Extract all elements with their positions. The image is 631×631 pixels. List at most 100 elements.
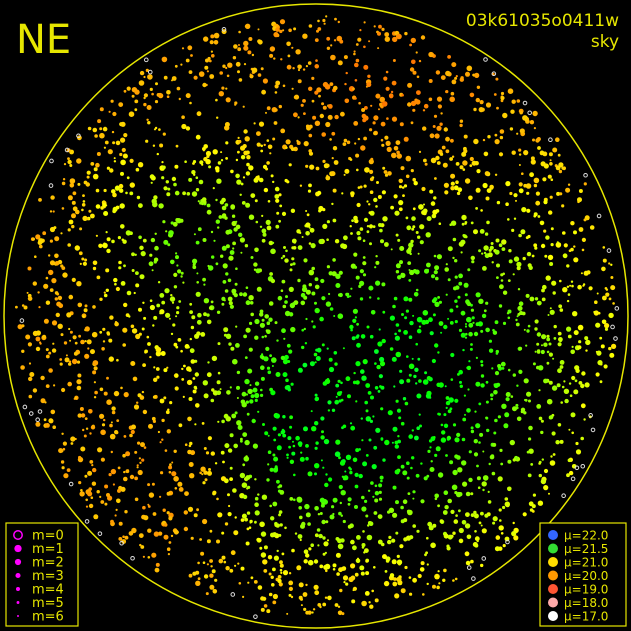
star [38,238,44,244]
star [332,568,336,571]
star [485,400,489,404]
star [205,592,209,596]
star [509,439,515,446]
star [595,372,600,377]
star [447,534,453,540]
star [54,297,58,301]
star [470,221,474,225]
star [184,491,189,496]
star [548,342,552,346]
star [161,56,168,63]
star [349,467,352,471]
star [539,150,545,156]
star [85,505,89,508]
star [378,374,383,379]
star [283,337,286,340]
star [455,305,459,308]
star [214,166,220,171]
edge-star [483,57,488,62]
star [342,142,347,147]
star [391,559,397,565]
star [176,311,180,315]
star [123,154,128,159]
star [537,500,544,506]
star [174,64,178,68]
star [184,160,187,163]
star [445,70,451,77]
star [415,99,421,105]
star [416,90,421,95]
star [475,187,481,193]
star [52,342,55,345]
star [325,301,332,307]
star [347,394,351,399]
star [450,91,455,96]
star [584,336,589,341]
star [126,176,130,180]
star [420,35,426,40]
star [109,315,114,320]
star [381,282,386,287]
star [447,246,453,252]
star [468,360,471,363]
star [122,343,126,347]
star [335,383,340,388]
star [258,177,264,183]
star [243,63,247,66]
edge-star [147,69,153,75]
star [475,207,478,210]
star [368,438,372,442]
star [434,497,438,501]
star [482,266,487,271]
star [119,152,123,157]
star [192,389,197,394]
star [497,364,502,368]
star [123,133,128,138]
star [365,559,369,563]
star [572,311,578,317]
star [177,481,183,487]
star [466,408,471,413]
star [431,213,437,219]
star [412,490,416,494]
star [398,200,404,206]
star [69,330,73,334]
star [219,388,222,391]
star [394,593,400,599]
star [510,395,514,398]
star [402,194,405,198]
star [342,243,348,250]
star [113,157,116,160]
star [329,82,334,86]
star [495,77,499,81]
star [404,401,409,406]
star [512,273,515,276]
star [224,443,230,449]
star [512,406,517,412]
star [410,466,413,470]
star [39,342,42,345]
star [298,443,302,447]
star [521,172,524,175]
star [53,384,56,387]
star [263,143,266,147]
star [192,263,196,267]
star [290,263,293,266]
star [230,346,235,351]
star [240,566,245,571]
star [314,533,319,538]
star [282,304,287,309]
star [482,138,486,142]
star [516,261,522,267]
star [478,441,481,444]
star [458,369,464,375]
star [360,145,366,151]
star [428,51,434,58]
star [403,330,408,335]
star [303,549,309,554]
star [252,387,258,393]
star [415,342,419,346]
star [334,399,340,405]
star [219,71,223,75]
star [408,297,413,302]
